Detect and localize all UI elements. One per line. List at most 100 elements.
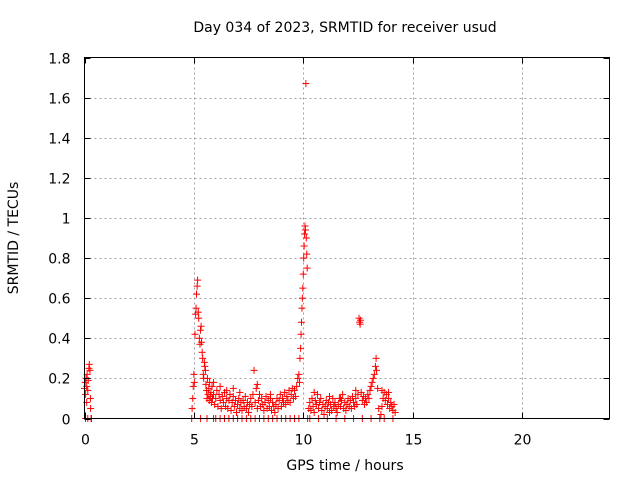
data-point (272, 400, 280, 408)
data-point (377, 410, 385, 418)
data-point (192, 304, 200, 312)
y-axis-label: SRMTID / TECUs (6, 182, 22, 295)
data-point (291, 386, 298, 394)
data-point (302, 80, 310, 88)
data-point (85, 360, 93, 368)
data-point (300, 254, 308, 262)
data-point (303, 250, 311, 258)
data-point (301, 230, 309, 238)
data-point (271, 408, 279, 416)
y-tick-label: 0.8 (48, 252, 70, 268)
data-point (369, 374, 377, 382)
data-point (253, 380, 261, 388)
data-point (286, 398, 294, 406)
data-point (193, 282, 201, 290)
data-point (210, 378, 218, 386)
data-point (218, 392, 226, 400)
data-point (198, 348, 206, 356)
data-point (201, 362, 209, 370)
data-point (249, 390, 257, 398)
data-point (203, 374, 211, 382)
grid (84, 57, 610, 419)
data-point (188, 404, 196, 412)
chart-title: Day 034 of 2023, SRMTID for receiver usu… (193, 20, 496, 36)
data-point (245, 408, 253, 416)
x-tick-label: 5 (190, 433, 199, 449)
data-point (196, 326, 204, 334)
data-point (353, 400, 361, 408)
data-point (190, 370, 198, 378)
data-point (294, 374, 302, 382)
data-point (194, 276, 202, 284)
data-point (366, 386, 374, 394)
data-point (372, 354, 380, 362)
data-point (336, 394, 344, 402)
data-point (287, 390, 295, 398)
data-point (250, 366, 258, 374)
data-point (339, 390, 347, 398)
data-point (223, 386, 231, 394)
data-point (364, 390, 372, 398)
data-point (352, 386, 360, 394)
data-point (195, 334, 203, 342)
y-tick-label: 1.6 (48, 92, 70, 108)
data-point (236, 388, 244, 396)
data-point (278, 394, 286, 402)
data-point (82, 390, 90, 398)
data-point (239, 396, 247, 404)
x-tick-label: 0 (81, 433, 90, 449)
data-point (318, 406, 326, 414)
data-point (191, 330, 199, 338)
x-axis-label: GPS time / hours (286, 458, 403, 474)
data-points (81, 80, 399, 422)
data-point (229, 392, 237, 400)
data-point (219, 398, 227, 406)
data-point (229, 384, 237, 392)
data-point (371, 362, 379, 370)
data-point (320, 410, 328, 418)
data-point (310, 388, 318, 396)
data-point (299, 284, 307, 292)
data-point (296, 378, 304, 386)
data-point (208, 382, 216, 390)
data-point (292, 392, 300, 400)
data-point (297, 344, 305, 352)
data-point (256, 390, 263, 398)
data-point (352, 394, 360, 402)
data-point (298, 304, 306, 312)
data-point (282, 400, 290, 408)
data-point (194, 308, 202, 316)
axis-ticks: 0 0.2 0.4 0.6 0.8 1 1.2 1.4 1.6 1.8 0 5 10 15 20 (48, 52, 610, 449)
data-point (385, 388, 393, 396)
data-point (332, 404, 340, 412)
data-point (198, 338, 206, 346)
data-point (357, 388, 365, 396)
data-point (363, 398, 371, 406)
data-point (368, 378, 376, 386)
y-tick-label: 1.2 (48, 172, 70, 188)
data-point (306, 398, 314, 406)
data-point (298, 294, 306, 302)
data-point (296, 354, 304, 362)
data-point (199, 354, 207, 362)
data-point (86, 366, 94, 374)
data-point (281, 388, 289, 396)
data-point (86, 394, 94, 402)
data-point (213, 386, 221, 394)
data-point (390, 400, 398, 408)
data-point (310, 408, 318, 416)
data-point (374, 384, 382, 392)
y-tick-label: 0.4 (48, 332, 70, 348)
x-tick-label: 15 (405, 433, 423, 449)
x-tick-label: 10 (295, 433, 313, 449)
data-point (328, 406, 336, 414)
data-point (197, 322, 205, 330)
data-point (190, 378, 198, 386)
data-point (242, 404, 250, 412)
data-point (248, 402, 256, 410)
data-point (297, 330, 305, 338)
data-point (276, 390, 284, 398)
data-point (317, 394, 325, 402)
data-point (367, 382, 375, 390)
